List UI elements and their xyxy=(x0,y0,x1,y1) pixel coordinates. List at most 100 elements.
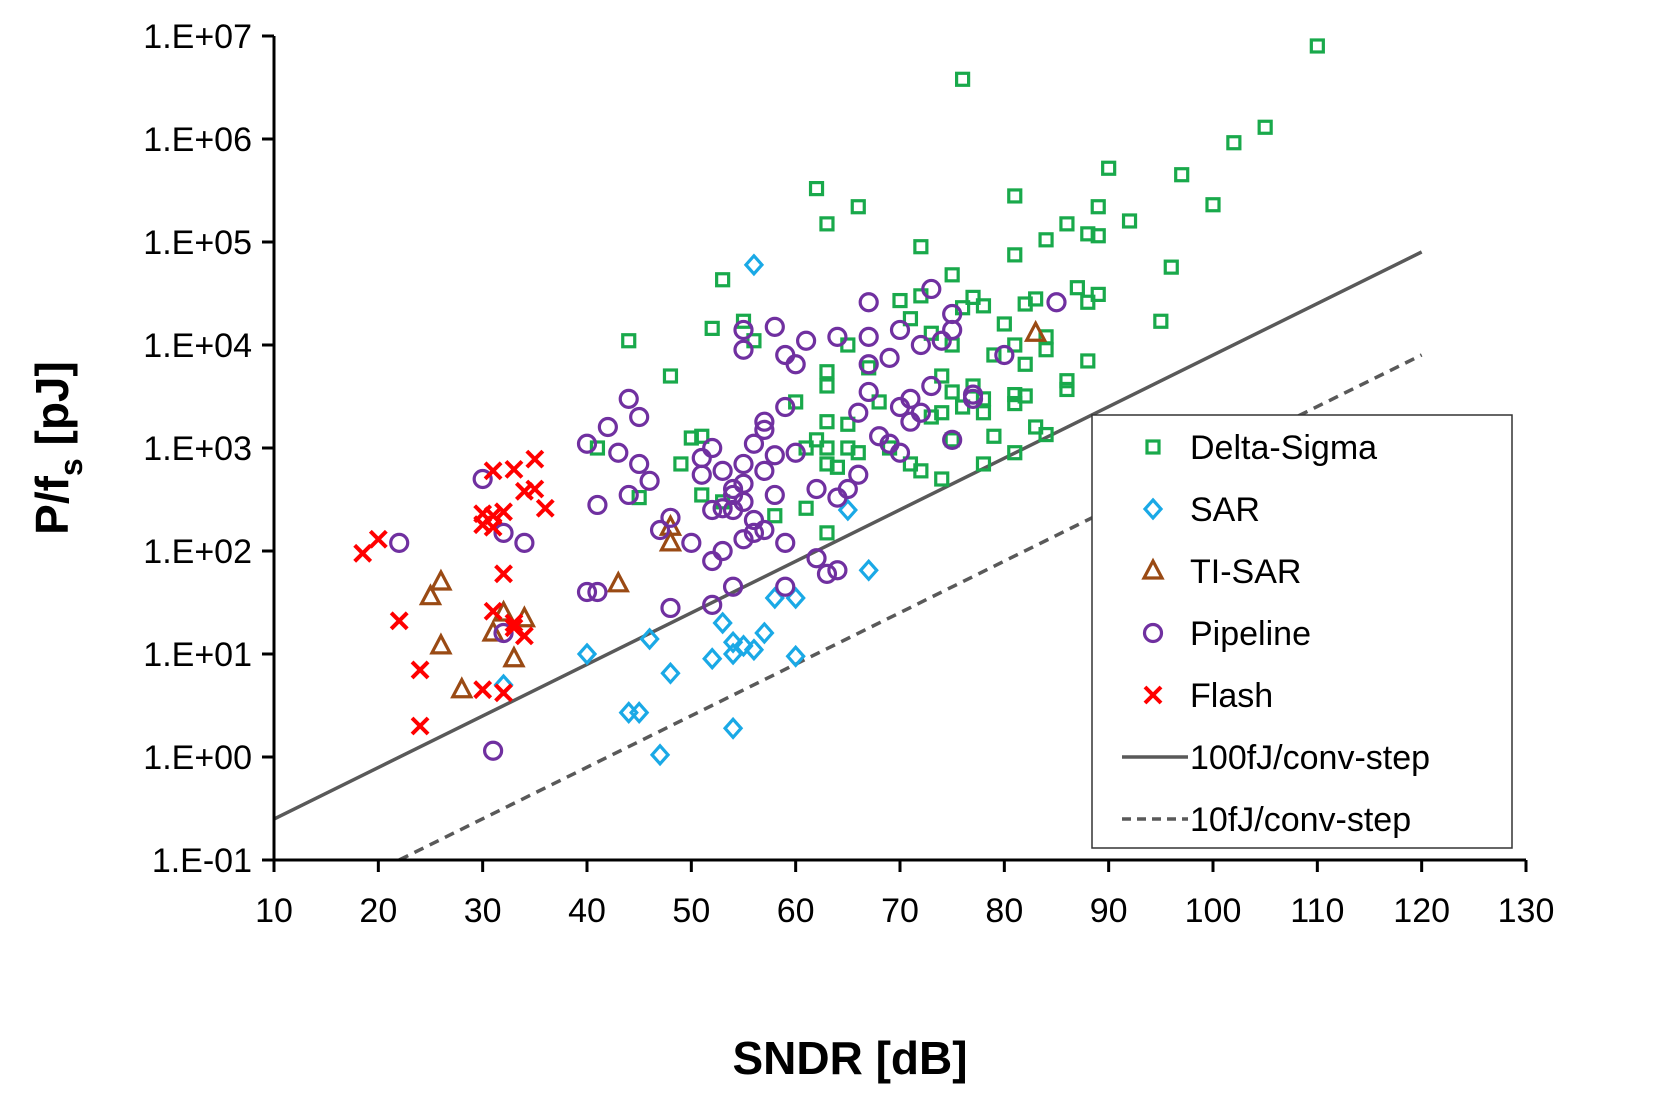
delta-sigma-point xyxy=(1007,337,1023,353)
delta-sigma-point xyxy=(1059,381,1075,398)
pipeline-point xyxy=(389,532,410,553)
legend-pipeline-swatch xyxy=(1142,622,1164,644)
sar-point xyxy=(660,661,681,685)
pipeline-point xyxy=(827,560,848,581)
plot-area xyxy=(273,38,1423,862)
pipeline-point xyxy=(733,339,754,360)
delta-sigma-point xyxy=(913,239,929,255)
delta-sigma-point xyxy=(819,364,835,380)
y-axis-title-main: P/f xyxy=(26,475,78,534)
delta-sigma-point xyxy=(1080,353,1096,369)
delta-sigma-point xyxy=(892,292,908,309)
flash-point xyxy=(514,626,534,646)
flash-point xyxy=(535,498,555,518)
pipeline-point xyxy=(493,622,514,644)
pipeline-point xyxy=(743,522,765,543)
delta-sigma-point xyxy=(975,298,992,314)
pipeline-point xyxy=(733,453,754,475)
pipeline-point xyxy=(691,447,712,469)
ti-sar-point xyxy=(606,570,630,593)
pipeline-point xyxy=(785,442,806,463)
pipeline-point xyxy=(764,316,785,337)
delta-sigma-point xyxy=(1163,259,1179,275)
delta-sigma-point xyxy=(975,391,992,407)
sar-point xyxy=(722,716,744,740)
sar-point xyxy=(712,611,733,635)
delta-sigma-point xyxy=(788,394,804,410)
delta-sigma-point xyxy=(589,440,606,456)
pipeline-point xyxy=(733,473,754,494)
delta-sigma-point xyxy=(819,525,835,541)
ti-sar-point xyxy=(450,676,474,699)
legend-sar-swatch xyxy=(1142,497,1164,521)
sar-point xyxy=(785,644,806,668)
pipeline-point xyxy=(722,576,744,597)
pipeline-point xyxy=(806,548,827,569)
pipeline-point xyxy=(483,740,504,761)
pipeline-point xyxy=(712,498,733,519)
pipeline-point xyxy=(587,581,608,603)
pipeline-point xyxy=(775,576,796,597)
x-tick-label: 90 xyxy=(1090,892,1128,930)
delta-sigma-point xyxy=(694,428,710,444)
legend-flash-label: Flash xyxy=(1190,677,1273,715)
delta-sigma-point xyxy=(808,432,825,448)
sar-point xyxy=(837,498,858,522)
pipeline-point xyxy=(618,484,639,506)
sar-point xyxy=(733,634,754,658)
delta-sigma-point xyxy=(1080,294,1096,310)
flash-point xyxy=(525,479,545,499)
pipeline-point xyxy=(702,550,723,572)
legend-10fj-conv-step-label: 10fJ/conv-step xyxy=(1190,801,1411,839)
pipeline-point xyxy=(514,532,535,553)
pipeline-point xyxy=(702,499,723,521)
pipeline-point xyxy=(660,597,681,619)
delta-sigma-point xyxy=(798,500,814,516)
pipeline-point xyxy=(858,292,879,313)
y-tick-label: 1.E+03 xyxy=(143,430,252,468)
pipeline-point xyxy=(691,464,712,485)
y-tick-label: 1.E+01 xyxy=(143,636,252,674)
x-tick-label: 80 xyxy=(985,892,1023,930)
delta-sigma-point xyxy=(934,368,950,384)
delta-sigma-point xyxy=(934,471,950,487)
x-tick-label: 10 xyxy=(255,892,293,930)
pipeline-point xyxy=(1046,292,1067,313)
sar-point xyxy=(722,630,744,654)
delta-sigma-point xyxy=(673,456,689,472)
delta-sigma-point xyxy=(1038,342,1054,358)
y-axis-title: P/fs [pJ] xyxy=(26,361,89,535)
pipeline-point xyxy=(702,437,723,459)
delta-sigma-point xyxy=(1257,119,1273,135)
delta-sigma-point xyxy=(1069,280,1085,296)
delta-sigma-point xyxy=(704,320,720,336)
sar-point xyxy=(649,743,671,767)
delta-sigma-point xyxy=(808,180,825,197)
delta-sigma-point xyxy=(1205,197,1221,213)
sar-point xyxy=(754,621,775,645)
line-10fj-conv-step xyxy=(398,353,1423,862)
flash-point xyxy=(410,660,430,680)
ti-sar-point xyxy=(502,645,526,668)
delta-sigma-point xyxy=(1090,228,1106,244)
pipeline-point xyxy=(942,429,963,450)
sar-point xyxy=(618,701,639,724)
pipeline-point xyxy=(921,278,942,300)
pipeline-point xyxy=(775,532,796,553)
pipeline-point xyxy=(921,375,942,397)
y-tick-label: 1.E-01 xyxy=(152,842,252,880)
delta-sigma-point xyxy=(944,384,960,400)
sar-point xyxy=(722,642,744,666)
delta-sigma-point xyxy=(1101,160,1117,176)
flash-point xyxy=(504,459,524,479)
delta-sigma-point xyxy=(662,368,679,384)
x-tick-label: 100 xyxy=(1185,892,1242,930)
pipeline-point xyxy=(775,396,796,418)
legend-delta-sigma-label: Delta-Sigma xyxy=(1190,429,1377,467)
pipeline-point xyxy=(785,354,806,375)
pipeline-point xyxy=(879,347,900,368)
delta-sigma-point xyxy=(1007,188,1023,204)
pipeline-point xyxy=(910,334,931,356)
ti-sar-point xyxy=(1023,319,1048,342)
